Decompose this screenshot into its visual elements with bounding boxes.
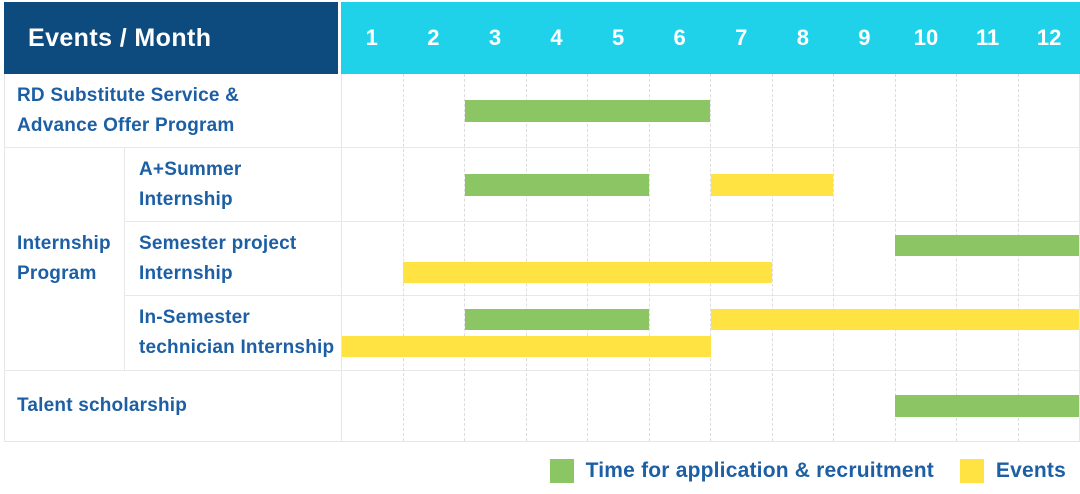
row-chart — [341, 222, 1079, 295]
month-label: 11 — [975, 25, 1000, 50]
row-label: A+Summer Internship — [125, 148, 341, 221]
table-row: Semester project Internship — [125, 222, 1079, 296]
application-bar — [894, 235, 1079, 256]
month-header-strip: 1 2 3 4 5 6 7 8 9 10 11 12 — [341, 2, 1080, 74]
legend-item-events: Events — [959, 459, 1066, 483]
row-label: Semester project Internship — [125, 222, 341, 295]
row-label-line: Semester project — [139, 232, 297, 254]
table-row: A+Summer Internship — [125, 148, 1079, 222]
application-bar — [464, 309, 650, 330]
month-label: 5 — [611, 25, 625, 50]
month-label: 12 — [1036, 25, 1062, 50]
application-bar — [464, 173, 650, 196]
row-chart — [341, 296, 1079, 370]
row-label-line: Internship — [139, 262, 233, 284]
row-label-line: Internship — [139, 188, 233, 210]
legend: Time for application & recruitment Events — [549, 456, 1066, 486]
row-label-line: Advance Offer Program — [17, 114, 235, 136]
table-row: Talent scholarship — [5, 371, 1079, 441]
events-bar — [710, 173, 834, 196]
table-row: In-Semester technician Internship — [125, 296, 1079, 370]
month-label: 2 — [427, 25, 440, 50]
row-group-label: Internship Program — [5, 148, 125, 370]
legend-swatch-application — [549, 459, 574, 483]
table-row-group: Internship Program A+Summer Internship Semes… — [5, 148, 1079, 371]
row-chart — [341, 148, 1079, 221]
table-row: RD Substitute Service & Advance Offer Pro… — [5, 74, 1079, 148]
row-label: Talent scholarship — [5, 371, 341, 441]
events-bar — [342, 336, 711, 357]
legend-label: Events — [995, 459, 1066, 482]
month-label: 9 — [858, 25, 871, 50]
header-events-month-cell: Events / Month — [4, 2, 338, 74]
events-bar — [710, 309, 1079, 330]
row-label: In-Semester technician Internship — [125, 296, 341, 370]
row-label: RD Substitute Service & Advance Offer Pro… — [5, 74, 341, 147]
row-chart — [341, 74, 1079, 147]
legend-label: Time for application & recruitment — [585, 459, 934, 482]
application-bar — [464, 99, 711, 122]
month-label: 6 — [673, 25, 686, 50]
row-group-label-line: Internship — [17, 233, 111, 254]
row-label-line: RD Substitute Service & — [17, 84, 240, 106]
legend-swatch-events — [959, 459, 984, 483]
events-bar — [403, 262, 772, 283]
month-label: 10 — [913, 25, 939, 50]
row-label-line: In-Semester — [139, 307, 250, 328]
month-label: 3 — [488, 25, 502, 50]
table-header-row: Events / Month 1 2 3 4 5 6 7 8 9 10 11 12 — [4, 2, 1080, 74]
row-label-line: A+Summer — [139, 158, 242, 180]
gantt-table: Events / Month 1 2 3 4 5 6 7 8 9 10 11 12 RD Substi… — [4, 2, 1080, 442]
group-sub-rows: A+Summer Internship Semester project Intern… — [125, 148, 1079, 370]
legend-item-application: Time for application & recruitment — [549, 459, 934, 483]
application-bar — [894, 395, 1079, 417]
row-chart — [341, 371, 1079, 441]
month-label: 8 — [796, 25, 809, 50]
month-label: 7 — [735, 25, 748, 50]
month-label: 1 — [365, 25, 378, 50]
row-label-line: Talent scholarship — [17, 395, 188, 416]
row-label-line: technician Internship — [139, 337, 335, 358]
month-label: 4 — [550, 25, 563, 50]
table-body: RD Substitute Service & Advance Offer Pro… — [4, 74, 1080, 442]
row-group-label-line: Program — [17, 263, 97, 284]
